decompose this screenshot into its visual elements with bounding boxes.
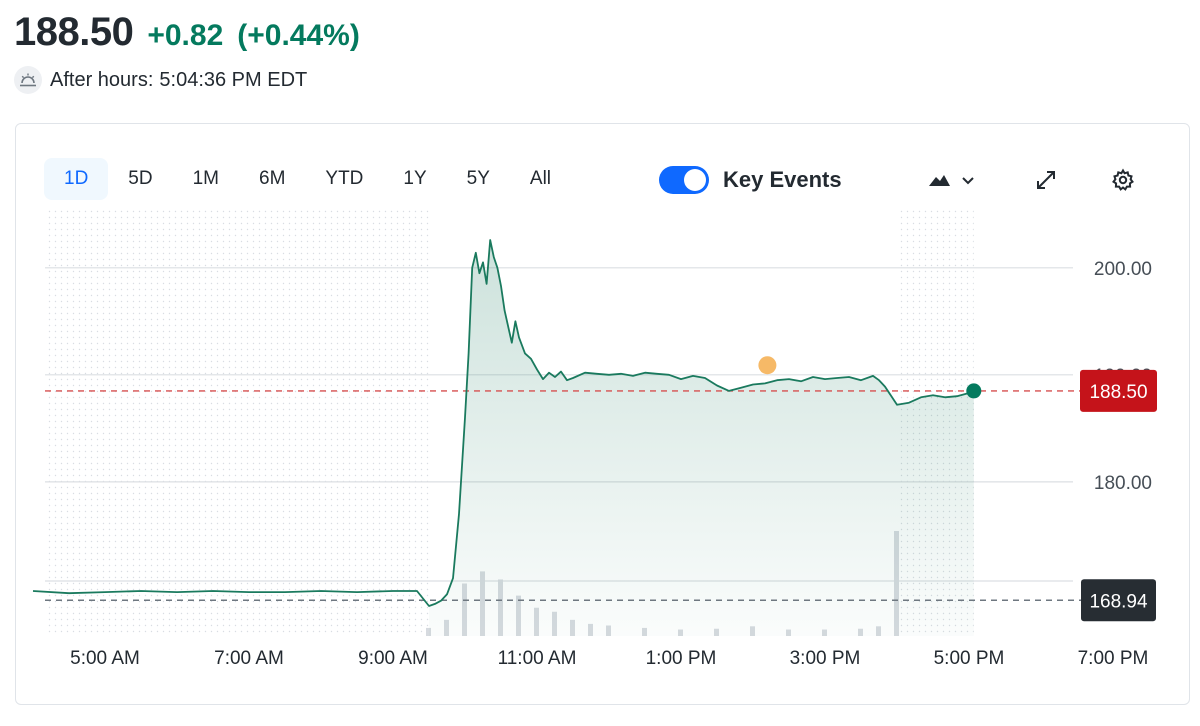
price-change-percent: (+0.44%) (237, 19, 360, 52)
tab-1m[interactable]: 1M (192, 168, 219, 189)
tab-1d[interactable]: 1D (44, 158, 109, 200)
chevron-down-icon (962, 177, 974, 185)
moon-icon (14, 66, 42, 94)
toggle-knob (684, 169, 706, 191)
tab-6m[interactable]: 6M (259, 168, 286, 189)
chart-card: 1D 5D 1M 6M YTD 1Y 5Y All Key Events (15, 123, 1190, 705)
range-tabs: 1D 5D 1M 6M YTD 1Y 5Y All (44, 158, 571, 200)
after-hours-label: After hours: (50, 68, 154, 91)
tab-ytd[interactable]: YTD (325, 168, 364, 189)
mountain-chart-icon (929, 175, 950, 186)
settings-button[interactable] (1105, 164, 1141, 196)
after-hours-time: 5:04:36 PM EDT (159, 68, 308, 91)
tab-5y[interactable]: 5Y (466, 168, 490, 189)
tab-all[interactable]: All (529, 168, 552, 189)
key-events-control: Key Events (659, 166, 842, 194)
key-events-toggle[interactable] (659, 166, 709, 194)
quote-header: 188.50 +0.82 (+0.44%) (14, 10, 360, 55)
tab-5d[interactable]: 5D (128, 168, 153, 189)
gear-icon (1112, 168, 1134, 191)
price-change: +0.82 (147, 19, 224, 52)
after-hours-row: After hours: 5:04:36 PM EDT (14, 66, 307, 94)
current-price: 188.50 (14, 10, 134, 54)
expand-button[interactable] (1028, 164, 1064, 196)
expand-icon (1037, 171, 1055, 189)
tab-1y[interactable]: 1Y (403, 168, 427, 189)
chart-type-button[interactable] (924, 164, 980, 196)
key-events-label: Key Events (723, 167, 842, 192)
